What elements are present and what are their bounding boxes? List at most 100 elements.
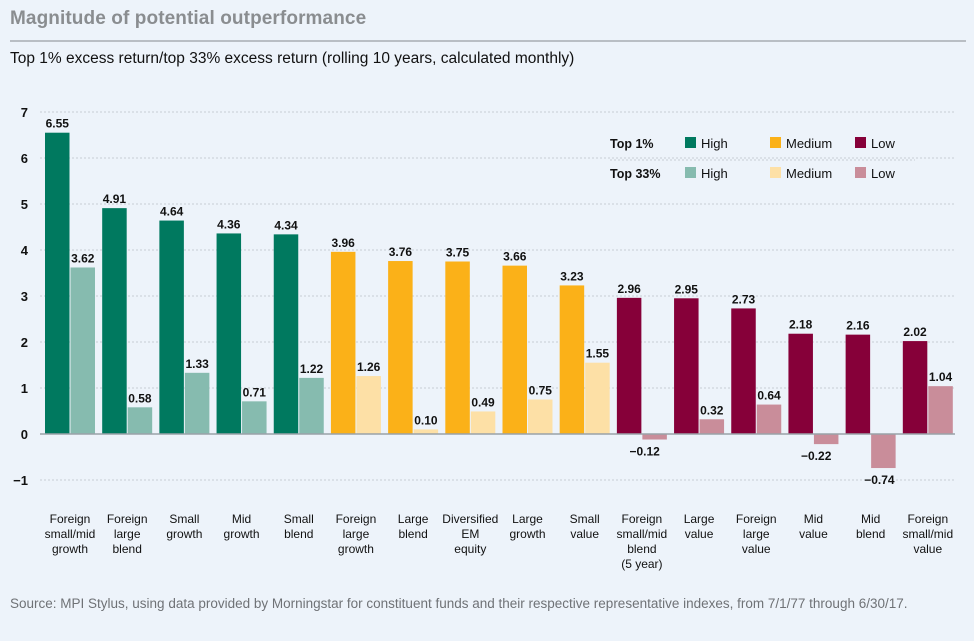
x-axis-label: Large blend <box>398 512 429 541</box>
y-tick-label: 7 <box>21 105 28 120</box>
x-axis-label-line: growth <box>166 527 202 541</box>
legend-label: Low <box>871 136 895 151</box>
y-tick-label: 4 <box>21 243 29 258</box>
bar-top1 <box>502 265 527 434</box>
bar-top33 <box>699 419 725 434</box>
x-axis-label-line: large <box>114 527 141 541</box>
legend-row-label: Top 33% <box>610 167 660 181</box>
value-label-top33: 1.33 <box>185 357 209 371</box>
value-label-top33: 3.62 <box>71 251 95 265</box>
value-label-top33: 0.10 <box>414 413 438 427</box>
x-axis-label-line: small/mid <box>45 527 96 541</box>
bar-top33 <box>127 407 153 434</box>
x-axis-label: Diversified EM equity <box>442 512 498 556</box>
value-label-top1: 3.23 <box>560 269 584 283</box>
value-label-top1: 4.36 <box>217 217 241 231</box>
value-label-top33: −0.12 <box>629 445 660 459</box>
y-tick-label: 3 <box>21 289 28 304</box>
value-label-top1: 2.18 <box>789 318 813 332</box>
bar-top1 <box>559 285 585 434</box>
x-axis-label: Large value <box>684 512 715 541</box>
y-tick-label: 2 <box>21 335 28 350</box>
bar-top1 <box>330 251 356 434</box>
bar-top33 <box>528 399 553 434</box>
bar-top1 <box>616 297 642 434</box>
x-axis-label-line: large <box>343 527 370 541</box>
x-axis-label-line: blend <box>627 542 656 556</box>
x-axis-label-line: Diversified <box>442 512 498 526</box>
x-axis-label: Foreign large growth <box>336 512 377 556</box>
value-label-top1: 2.95 <box>675 282 699 296</box>
y-tick-label: 0 <box>21 427 28 442</box>
bar-top1 <box>159 220 184 434</box>
bar-top1 <box>388 261 413 434</box>
bar-top33 <box>242 401 267 434</box>
legend-swatch-medium <box>770 167 781 178</box>
bar-top1 <box>445 261 470 434</box>
bar-top33 <box>928 386 953 434</box>
x-axis-label: Foreign small/mid blend (5 year) <box>617 512 668 571</box>
x-axis-label-line: (5 year) <box>621 557 662 571</box>
y-tick-label: 1 <box>21 381 28 396</box>
value-label-top1: 2.02 <box>903 325 927 339</box>
x-axis-label-line: equity <box>454 542 486 556</box>
legend-label: Medium <box>786 166 832 181</box>
x-axis-label: Mid blend <box>856 512 885 541</box>
value-label-top33: 0.71 <box>243 385 267 399</box>
x-axis-label-line: Mid <box>861 512 880 526</box>
bar-top1 <box>845 334 871 434</box>
legend-row-label: Top 1% <box>610 137 654 151</box>
x-axis-label: Small value <box>570 512 600 541</box>
bar-top33 <box>642 434 667 440</box>
bar-top1 <box>902 341 928 434</box>
x-axis-label-line: value <box>913 542 942 556</box>
value-label-top33: 0.58 <box>128 391 152 405</box>
chart-subtitle: Top 1% excess return/top 33% excess retu… <box>10 50 575 67</box>
x-axis-label-line: Foreign <box>107 512 148 526</box>
value-label-top33: 0.32 <box>700 403 724 417</box>
x-axis-label-line: small/mid <box>617 527 668 541</box>
x-axis-label-line: blend <box>398 527 427 541</box>
bar-top33 <box>70 267 95 434</box>
x-axis-label-line: Large <box>512 512 543 526</box>
x-axis-label-line: value <box>799 527 828 541</box>
x-axis-label-line: EM <box>461 527 479 541</box>
value-label-top33: −0.74 <box>864 473 895 487</box>
x-axis-label-line: value <box>742 542 771 556</box>
x-axis-label-line: blend <box>113 542 142 556</box>
x-axis-label-line: blend <box>284 527 313 541</box>
x-axis-label-line: Small <box>570 512 600 526</box>
bar-top33 <box>184 372 210 434</box>
x-axis-label-line: Foreign <box>336 512 377 526</box>
bar-top33 <box>413 429 439 434</box>
bar-top1 <box>788 333 813 434</box>
value-label-top33: −0.22 <box>801 449 832 463</box>
bar-top33 <box>756 404 782 434</box>
value-label-top1: 4.64 <box>160 205 184 219</box>
x-axis-label: Small blend <box>284 512 314 541</box>
bar-top1 <box>216 233 242 434</box>
bar-top33 <box>871 434 896 469</box>
bar-top33 <box>470 411 496 434</box>
bar-top33 <box>585 362 610 434</box>
value-label-top1: 2.73 <box>732 292 756 306</box>
value-label-top1: 3.66 <box>503 250 527 264</box>
x-axis-label: Large growth <box>509 512 545 541</box>
value-label-top1: 3.96 <box>332 236 356 250</box>
value-label-top33: 1.55 <box>586 347 610 361</box>
legend-label: Low <box>871 166 895 181</box>
x-axis-label-line: Foreign <box>622 512 663 526</box>
value-label-top33: 0.64 <box>757 389 781 403</box>
bar-top1 <box>102 208 127 434</box>
value-labels: 6.55 3.62 4.91 0.58 4.64 1.33 4.36 0.71 4.34 1.22… <box>46 117 953 487</box>
value-label-top1: 3.75 <box>446 246 470 260</box>
x-axis-label-line: value <box>685 527 714 541</box>
bars <box>45 132 953 469</box>
bar-top33 <box>299 377 324 434</box>
x-axis-label-line: growth <box>509 527 545 541</box>
x-axis-label-line: value <box>570 527 599 541</box>
bar-top33 <box>356 376 381 434</box>
value-label-top1: 6.55 <box>46 117 70 131</box>
source-note: Source: MPI Stylus, using data provided … <box>10 596 908 611</box>
